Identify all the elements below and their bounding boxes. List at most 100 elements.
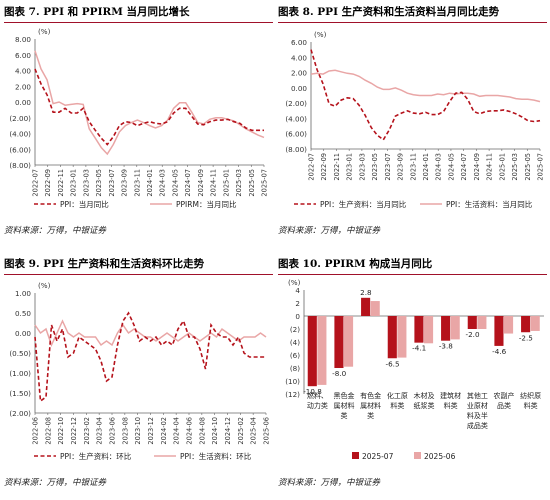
x-tick-label: 2024-07: [184, 169, 192, 197]
x-tick-label: 2024-01: [422, 153, 430, 181]
unit-label: (%): [288, 278, 301, 287]
x-tick-label: 2022-09: [44, 169, 52, 197]
data-label: 2.8: [360, 288, 372, 297]
bar-2025-06: [317, 316, 327, 385]
bar-2025-07: [334, 316, 344, 368]
x-tick-label: 2023-11: [409, 153, 417, 181]
x-tick-label: 2024-11: [486, 153, 494, 181]
x-tick-label: 2025-06: [263, 417, 271, 445]
x-tick-label: 2023-02: [83, 417, 91, 445]
y-tick-label: (2.00): [9, 114, 31, 123]
bar-2025-06: [424, 316, 434, 344]
bar-2025-07: [494, 316, 504, 346]
x-tick-label: 2022-10: [57, 417, 65, 445]
x-tick-label: 2024-03: [159, 169, 167, 197]
unit-label: (%): [314, 30, 327, 39]
x-tick-label: 2024-12: [224, 417, 232, 445]
x-tick-label: 2023-05: [371, 153, 379, 181]
line-chart-ppi-ppirm: 8.00 6.00 4.00 2.00 0.00 (2.00) (4.00) (6.00) (8…: [9, 27, 269, 209]
chart-panel-1: 图表 7. PPI 和 PPIRM 当月同比增长 8.00 6.00 4.00 2.0…: [4, 2, 273, 248]
x-tick-label: 2025-07: [261, 169, 269, 197]
bar-2025-07: [307, 316, 317, 387]
source-note: 资料来源：万得，中银证券: [278, 226, 381, 236]
y-tick-label: (8.00): [9, 161, 31, 170]
x-tick-label: 2024-07: [460, 153, 468, 181]
x-tick-label: 2023-09: [121, 169, 129, 197]
y-tick-label: 2.00: [15, 82, 31, 91]
category-label: 燃料、动力类: [307, 391, 328, 410]
y-tick-label: 4.00: [291, 53, 307, 62]
legend-label: 2025-06: [424, 452, 456, 461]
x-tick-label: 2023-07: [108, 169, 116, 197]
x-tick-label: 2022-12: [70, 417, 78, 445]
x-tick-label: 2025-02: [237, 417, 245, 445]
x-tick-label: 2022-09: [320, 153, 328, 181]
y-tick-label: (6): [290, 351, 300, 360]
chart-title: 图表 8. PPI 生产资料和生活资料当月同比走势: [278, 2, 547, 23]
y-tick-label: 6.00: [15, 51, 31, 60]
x-tick-label: 2022-08: [44, 417, 52, 445]
legend-label: PPIRM：当月同比: [176, 199, 237, 209]
bar-2025-07: [387, 316, 397, 359]
legend-label: PPI：生产资料：环比: [60, 451, 132, 461]
data-label: -4.6: [492, 347, 506, 356]
x-tick-label: 2025-05: [248, 169, 256, 197]
x-tick-label: 2023-12: [147, 417, 155, 445]
y-tick-label: (8): [290, 364, 300, 373]
x-tick-label: 2024-04: [173, 417, 181, 445]
legend-swatch: [414, 452, 421, 459]
bar-2025-07: [414, 316, 424, 343]
data-label: -6.5: [386, 359, 400, 368]
x-tick-label: 2023-01: [70, 169, 78, 197]
x-tick-label: 2022-06: [32, 417, 40, 445]
unit-label: (%): [38, 27, 51, 36]
y-tick-label: 0.00: [291, 84, 307, 93]
category-label: 有色金属材料类: [360, 391, 381, 420]
x-tick-label: 2024-02: [160, 417, 168, 445]
line-chart-mom: 1.00 0.50 0.00 (0.50) (1.00) (1.50) (2.00) (%) 2…: [9, 281, 271, 461]
x-tick-label: 2025-03: [235, 169, 243, 197]
y-tick-label: 0.00: [15, 98, 31, 107]
bar-2025-07: [521, 316, 531, 333]
chart-title: 图表 10. PPIRM 构成当月同比: [278, 254, 547, 275]
chart-panel-3: 图表 9. PPI 生产资料和生活资料环比走势 1.00 0.50 0.00 (0.5…: [4, 254, 273, 500]
y-tick-label: 2: [295, 299, 300, 308]
y-tick-label: (2.00): [9, 409, 31, 418]
x-tick-label: 2023-05: [95, 169, 103, 197]
legend-label: PPI：生活资料：环比: [180, 451, 252, 461]
bar-2025-07: [467, 316, 477, 329]
category-label: 木材及纸浆类: [414, 391, 435, 410]
x-tick-label: 2023-10: [134, 417, 142, 445]
x-tick-label: 2025-04: [250, 417, 258, 445]
x-tick-label: 2025-05: [524, 153, 532, 181]
y-tick-label: 8.00: [15, 35, 31, 44]
bar-2025-06: [450, 316, 460, 340]
chart-title: 图表 7. PPI 和 PPIRM 当月同比增长: [4, 2, 273, 23]
y-tick-label: 4: [295, 286, 300, 295]
x-tick-label: 2024-05: [447, 153, 455, 181]
bar-2025-07: [361, 297, 371, 316]
x-tick-label: 2022-07: [308, 153, 316, 181]
x-tick-label: 2024-11: [210, 169, 218, 197]
y-tick-label: (1.50): [9, 389, 31, 398]
chart-panel-2: 图表 8. PPI 生产资料和生活资料当月同比走势 6.00 4.00 2.00 0.…: [278, 2, 547, 248]
y-tick-label: 6.00: [291, 38, 307, 47]
legend-label: PPI：生活资料：当月同比: [446, 199, 533, 209]
category-label: 农副产品类: [494, 391, 515, 410]
y-tick-label: (12): [285, 390, 300, 399]
x-tick-label: 2025-01: [498, 153, 506, 181]
legend-swatch: [352, 452, 359, 459]
series-line-1: [34, 311, 266, 403]
bar-2025-06: [397, 316, 407, 358]
line-chart-production-living: 6.00 4.00 2.00 0.00 (2.00) (4.00) (6.00) (8.00)…: [285, 30, 544, 209]
source-note: 资料来源：万得，中银证券: [4, 226, 107, 236]
bar-chart-ppirm-components: 4 2 0 (2) (4) (6) (8) (10) (12) (%) -10.8燃料、动力类 -8.…: [285, 278, 544, 461]
y-tick-label: 0: [295, 312, 300, 321]
legend-label: 2025-07: [362, 452, 394, 461]
x-tick-label: 2023-03: [82, 169, 90, 197]
series-line-2: [34, 50, 265, 156]
bar-2025-06: [477, 316, 487, 329]
x-tick-label: 2025-01: [222, 169, 230, 197]
x-tick-label: 2024-01: [146, 169, 154, 197]
category-label: 化工原料类: [387, 391, 408, 410]
